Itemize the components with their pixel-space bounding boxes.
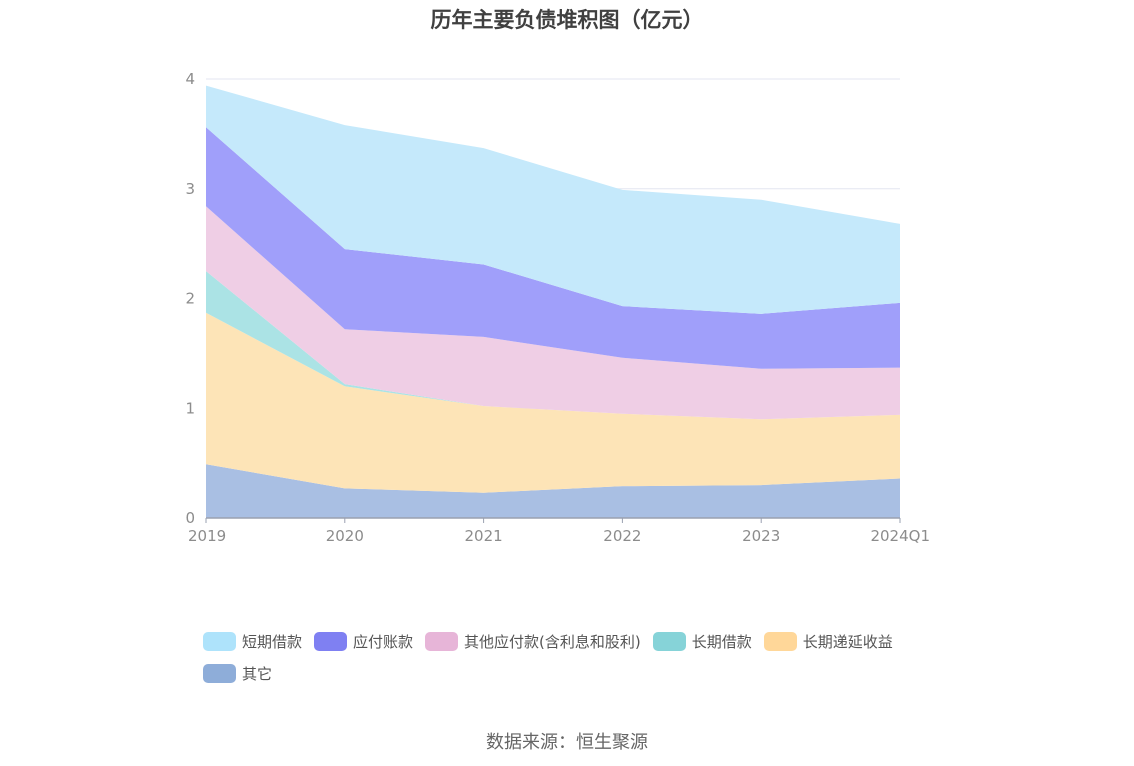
legend-swatch (203, 631, 236, 651)
x-tick-label: 2024Q1 (870, 527, 930, 545)
x-tick-label: 2021 (465, 527, 503, 545)
x-tick-label: 2020 (326, 527, 364, 545)
legend-item[interactable]: 长期借款 (652, 630, 752, 652)
legend-label: 短期借款 (242, 632, 303, 651)
legend-label: 应付账款 (353, 632, 414, 651)
legend-item[interactable]: 长期递延收益 (763, 630, 893, 652)
legend-label: 长期递延收益 (802, 632, 893, 651)
y-tick-label: 4 (185, 70, 195, 88)
y-tick-label: 3 (185, 180, 195, 198)
legend-swatch (763, 631, 797, 651)
data-source: 数据来源：恒生聚源 (486, 732, 648, 753)
x-tick-label: 2019 (188, 527, 226, 545)
area-series-1 (206, 312, 900, 493)
y-tick-label: 1 (185, 399, 195, 417)
legend-item[interactable]: 其他应付款(含利息和股利) (425, 630, 641, 652)
legend-label: 其它 (242, 664, 273, 683)
legend-label: 其他应付款(含利息和股利) (464, 632, 641, 651)
legend-swatch (203, 663, 236, 683)
legend-swatch (425, 631, 459, 651)
x-tick-label: 2023 (742, 527, 780, 545)
area-series-0 (206, 464, 900, 518)
area-series-4 (206, 127, 900, 369)
area-series-3 (206, 206, 900, 420)
y-tick-label: 0 (185, 509, 195, 527)
x-tick-label: 2022 (603, 527, 641, 545)
legend-swatch (652, 631, 686, 651)
area-series-5 (206, 85, 900, 314)
legend-item[interactable]: 应付账款 (314, 630, 413, 652)
legend-label: 长期借款 (691, 632, 752, 651)
y-tick-label: 2 (185, 290, 195, 308)
legend-swatch (314, 631, 348, 651)
legend: 短期借款 应付账款 其他应付款(含利息和股利) 长期借款 长期递延收益其它 (203, 630, 963, 684)
chart-title: 历年主要负债堆积图（亿元） (430, 8, 704, 32)
legend-item[interactable]: 短期借款 (203, 630, 302, 652)
legend-item[interactable]: 其它 (203, 662, 272, 684)
